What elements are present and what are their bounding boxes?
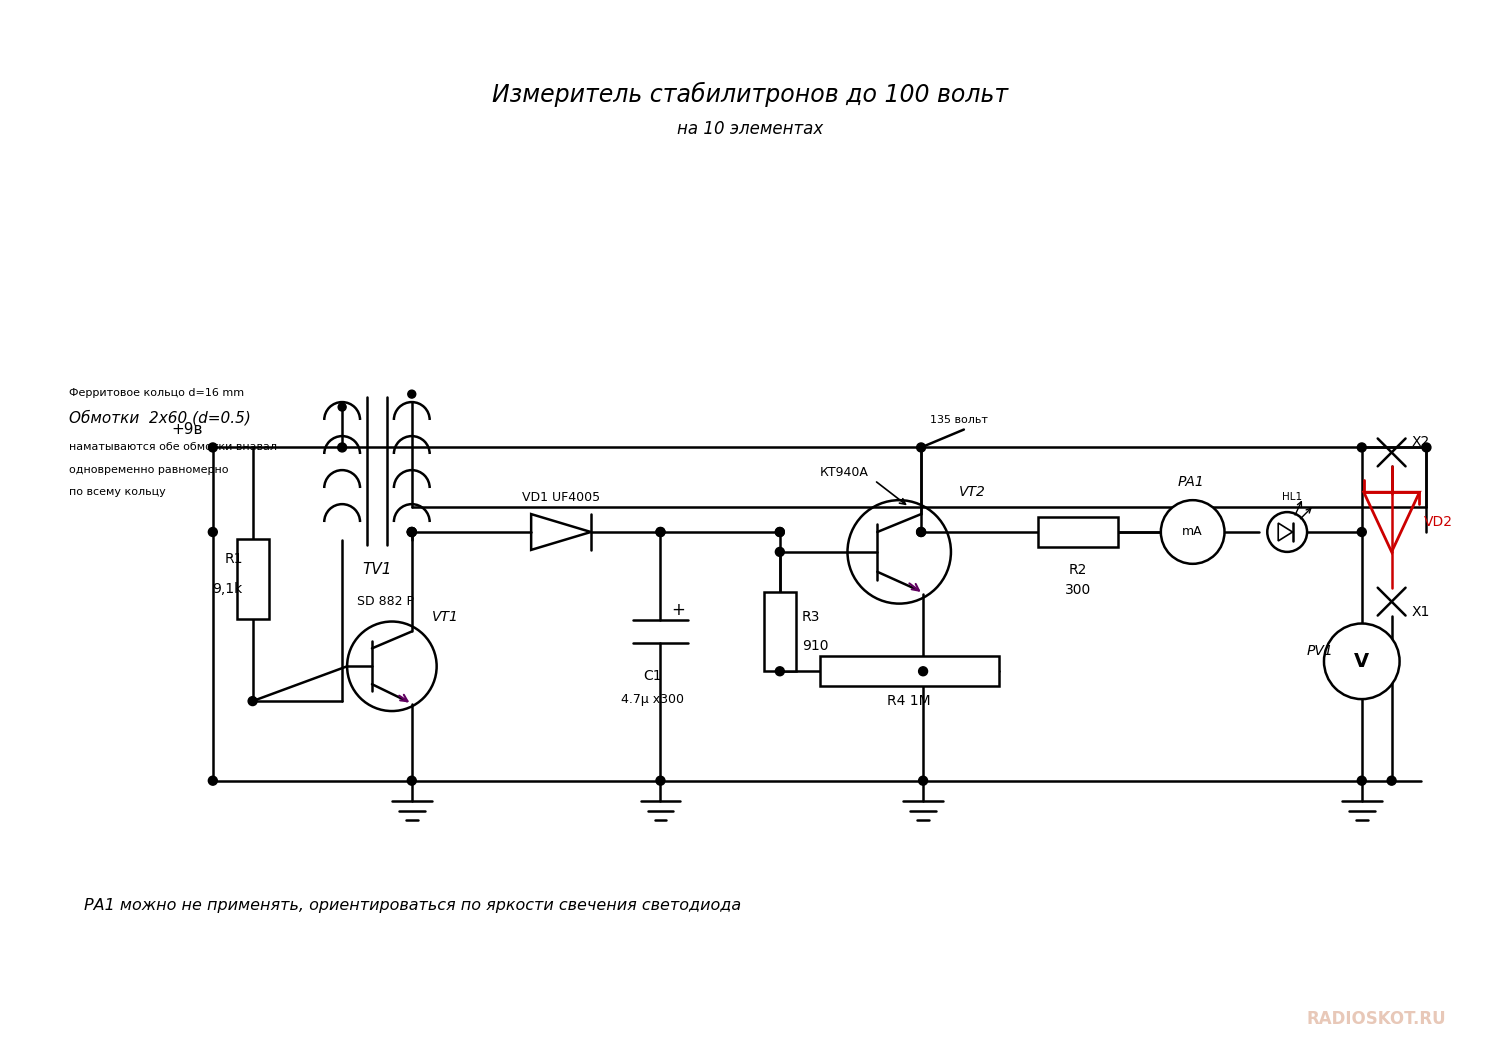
- Circle shape: [408, 776, 417, 785]
- Text: C1: C1: [644, 669, 662, 683]
- Circle shape: [656, 528, 664, 536]
- Bar: [237, 539, 268, 619]
- Text: на 10 элементах: на 10 элементах: [676, 120, 824, 138]
- Text: 135 вольт: 135 вольт: [930, 414, 988, 425]
- Text: +9в: +9в: [171, 422, 202, 438]
- Text: 300: 300: [1065, 583, 1092, 597]
- Circle shape: [918, 667, 927, 675]
- Text: одновременно равномерно: одновременно равномерно: [69, 465, 228, 476]
- Circle shape: [408, 390, 416, 398]
- Circle shape: [916, 528, 926, 536]
- Bar: [1038, 517, 1118, 547]
- Text: R3: R3: [801, 610, 820, 623]
- Circle shape: [776, 528, 784, 536]
- Circle shape: [1161, 500, 1224, 564]
- Circle shape: [656, 776, 664, 785]
- Text: РА1 можно не применять, ориентироваться по яркости свечения светодиода: РА1 можно не применять, ориентироваться …: [84, 897, 741, 912]
- Text: КТ940А: КТ940А: [819, 466, 868, 479]
- Text: PV1: PV1: [1306, 645, 1334, 658]
- Text: VD1 UF4005: VD1 UF4005: [522, 491, 600, 503]
- Text: Обмотки  2х60 (d=0.5): Обмотки 2х60 (d=0.5): [69, 410, 251, 426]
- Circle shape: [656, 528, 664, 536]
- Circle shape: [918, 776, 927, 785]
- Text: V: V: [1354, 652, 1370, 671]
- Text: +: +: [672, 601, 686, 618]
- Text: наматываются обе обмотки внавал: наматываются обе обмотки внавал: [69, 443, 276, 452]
- Circle shape: [776, 547, 784, 556]
- Circle shape: [408, 528, 417, 536]
- Text: по всему кольцу: по всему кольцу: [69, 487, 165, 497]
- Text: mA: mA: [1182, 526, 1203, 538]
- Text: SD 882 P: SD 882 P: [357, 595, 414, 609]
- Text: Х1: Х1: [1412, 604, 1430, 618]
- Circle shape: [1388, 776, 1396, 785]
- Circle shape: [209, 443, 218, 452]
- Text: 910: 910: [801, 639, 828, 653]
- Text: VT2: VT2: [958, 485, 986, 499]
- Circle shape: [1358, 528, 1366, 536]
- Circle shape: [408, 528, 417, 536]
- Text: TV1: TV1: [362, 562, 392, 578]
- Bar: [819, 656, 999, 686]
- Circle shape: [408, 528, 417, 536]
- Circle shape: [776, 528, 784, 536]
- Circle shape: [209, 528, 218, 536]
- Text: R4 1M: R4 1M: [888, 695, 932, 708]
- Text: 9,1k: 9,1k: [213, 582, 243, 596]
- Text: R1: R1: [224, 552, 243, 566]
- Circle shape: [1324, 623, 1400, 699]
- Text: 4.7μ х300: 4.7μ х300: [621, 692, 684, 705]
- Text: VT1: VT1: [432, 610, 459, 623]
- Circle shape: [916, 528, 926, 536]
- Bar: [764, 592, 796, 671]
- Text: HL1: HL1: [1282, 492, 1302, 502]
- Circle shape: [338, 404, 346, 411]
- Circle shape: [1358, 443, 1366, 452]
- Circle shape: [916, 443, 926, 452]
- Circle shape: [248, 697, 256, 705]
- Text: Х2: Х2: [1412, 435, 1430, 449]
- Text: РА1: РА1: [1178, 476, 1204, 490]
- Circle shape: [338, 443, 346, 452]
- Circle shape: [209, 776, 218, 785]
- Text: VD2: VD2: [1424, 515, 1452, 529]
- Circle shape: [776, 667, 784, 675]
- Text: Ферритовое кольцо d=16 mm: Ферритовое кольцо d=16 mm: [69, 388, 243, 398]
- Text: RADIOSKOT.RU: RADIOSKOT.RU: [1306, 1010, 1446, 1028]
- Circle shape: [1358, 776, 1366, 785]
- Circle shape: [1422, 443, 1431, 452]
- Text: R2: R2: [1070, 563, 1088, 577]
- Text: Измеритель стабилитронов до 100 вольт: Измеритель стабилитронов до 100 вольт: [492, 82, 1008, 107]
